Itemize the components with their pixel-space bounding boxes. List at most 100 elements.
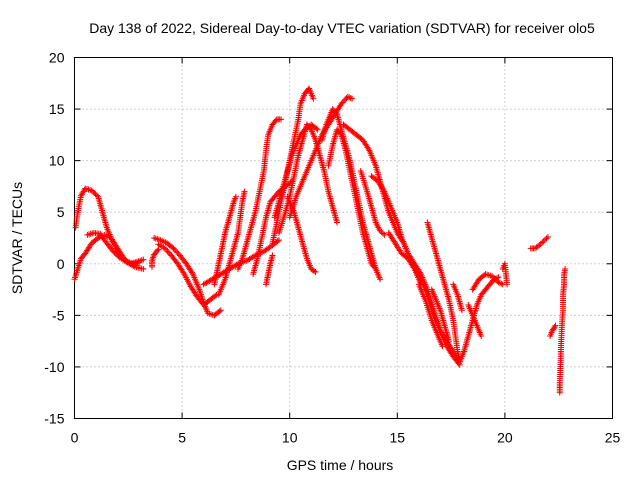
series-track-08 bbox=[215, 188, 248, 298]
y-tick-label: 10 bbox=[49, 153, 65, 169]
y-tick-label: 20 bbox=[49, 50, 65, 66]
data-point bbox=[458, 307, 465, 314]
x-tick-labels: 0 5 10 15 20 25 bbox=[71, 430, 621, 446]
data-point bbox=[272, 117, 279, 124]
data-point bbox=[173, 248, 180, 255]
data-point bbox=[332, 109, 339, 116]
y-tick-label: -15 bbox=[44, 411, 64, 427]
data-point bbox=[544, 233, 551, 240]
series-track-24 bbox=[415, 281, 446, 350]
data-point bbox=[372, 265, 379, 272]
series-track-21 bbox=[357, 167, 388, 238]
data-point bbox=[365, 145, 372, 152]
data-point bbox=[313, 125, 320, 132]
data-point bbox=[165, 249, 172, 256]
data-point bbox=[188, 269, 195, 276]
x-tick-label: 0 bbox=[71, 430, 79, 446]
data-point bbox=[346, 94, 353, 101]
data-point bbox=[163, 246, 170, 253]
data-point bbox=[552, 322, 559, 329]
data-point bbox=[495, 279, 502, 286]
data-point bbox=[154, 247, 161, 254]
y-tick-label: 0 bbox=[57, 256, 65, 272]
series-track-25 bbox=[424, 219, 463, 365]
data-point bbox=[180, 269, 187, 276]
data-point bbox=[307, 125, 314, 132]
axis-ticks bbox=[74, 57, 613, 419]
series-track-28 bbox=[456, 274, 502, 365]
data-point bbox=[377, 227, 384, 234]
data-point bbox=[241, 188, 248, 195]
data-point bbox=[378, 229, 385, 236]
data-point bbox=[339, 99, 346, 106]
data-point bbox=[140, 265, 147, 272]
data-point bbox=[539, 239, 546, 246]
data-point bbox=[340, 98, 347, 105]
x-tick-label: 5 bbox=[178, 430, 186, 446]
data-point bbox=[543, 235, 550, 242]
data-point bbox=[496, 280, 503, 287]
y-tick-label: 5 bbox=[57, 204, 65, 220]
series-track-23 bbox=[385, 229, 463, 365]
data-point bbox=[498, 280, 505, 287]
x-axis-label: GPS time / hours bbox=[287, 457, 394, 473]
data-point bbox=[344, 93, 351, 100]
data-point bbox=[212, 292, 219, 299]
data-point bbox=[140, 256, 147, 263]
series-track-31 bbox=[499, 260, 511, 288]
chart-title: Day 138 of 2022, Sidereal Day-to-day VTE… bbox=[89, 20, 595, 36]
data-point bbox=[349, 95, 356, 102]
data-point bbox=[232, 193, 239, 200]
grid bbox=[74, 57, 613, 419]
series-track-29 bbox=[469, 271, 506, 293]
data-point bbox=[269, 252, 276, 259]
data-point bbox=[161, 245, 168, 252]
data-point bbox=[338, 100, 345, 107]
plot-frame bbox=[74, 57, 613, 419]
data-point bbox=[342, 96, 349, 103]
data-point bbox=[381, 231, 388, 238]
y-tick-label: -5 bbox=[52, 307, 65, 323]
series-track-19 bbox=[325, 126, 379, 272]
data-point bbox=[551, 323, 558, 330]
data-point bbox=[312, 269, 319, 276]
data-marks bbox=[71, 85, 569, 396]
series-track-16 bbox=[284, 193, 319, 276]
data-point bbox=[164, 248, 171, 255]
data-point bbox=[217, 307, 224, 314]
series-track-32 bbox=[527, 233, 551, 252]
x-tick-label: 25 bbox=[605, 430, 621, 446]
series-track-33 bbox=[547, 322, 559, 339]
x-tick-label: 10 bbox=[282, 430, 298, 446]
data-point bbox=[478, 332, 485, 339]
y-tick-labels: -15 -10 -5 0 5 10 15 20 bbox=[44, 50, 64, 427]
data-point bbox=[371, 264, 378, 271]
series-track-26 bbox=[428, 286, 452, 345]
data-point bbox=[562, 265, 569, 272]
data-point bbox=[334, 219, 341, 226]
data-point bbox=[337, 130, 344, 137]
data-point bbox=[310, 95, 317, 102]
data-point bbox=[439, 343, 446, 350]
data-point bbox=[174, 249, 181, 256]
data-point bbox=[380, 187, 387, 194]
x-tick-label: 15 bbox=[390, 430, 406, 446]
data-point bbox=[379, 230, 386, 237]
y-tick-label: -10 bbox=[44, 359, 64, 375]
data-point bbox=[278, 116, 285, 123]
data-point bbox=[275, 237, 282, 244]
series-track-03 bbox=[84, 229, 147, 272]
data-point bbox=[170, 245, 177, 252]
data-point bbox=[130, 263, 137, 270]
x-tick-label: 20 bbox=[497, 430, 513, 446]
data-point bbox=[377, 276, 384, 283]
data-point bbox=[540, 238, 547, 245]
series-track-34 bbox=[556, 265, 569, 396]
series-track-06 bbox=[155, 241, 220, 309]
series-track-12 bbox=[263, 252, 276, 288]
data-point bbox=[314, 126, 321, 133]
series-track-30 bbox=[465, 302, 485, 339]
data-point bbox=[216, 308, 223, 315]
series-track-09 bbox=[211, 193, 239, 288]
